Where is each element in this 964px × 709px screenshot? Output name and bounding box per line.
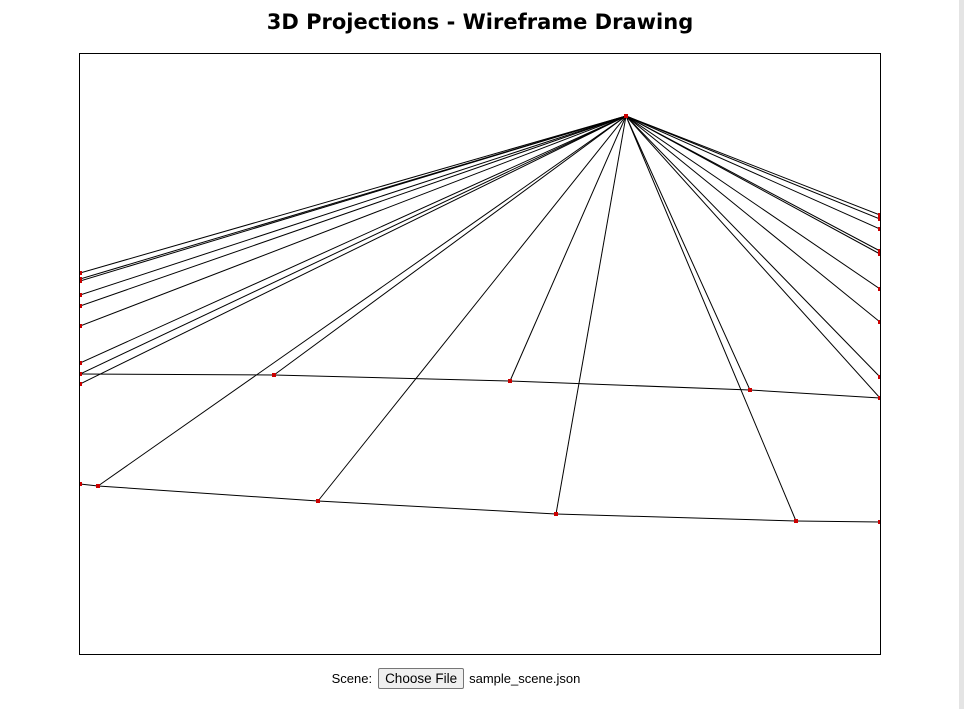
wireframe-vertex bbox=[878, 320, 880, 324]
wireframe-vertex bbox=[624, 114, 628, 118]
wireframe-vertex bbox=[878, 520, 880, 524]
wireframe-edge bbox=[80, 483, 99, 487]
wireframe-edge bbox=[625, 115, 880, 378]
wireframe-canvas bbox=[79, 53, 881, 655]
wireframe-edge bbox=[625, 115, 880, 216]
wireframe-vertex bbox=[878, 252, 880, 256]
wireframe-vertex bbox=[96, 484, 100, 488]
wireframe-edge bbox=[80, 115, 627, 307]
wireframe-edge bbox=[625, 115, 880, 323]
wireframe-vertex bbox=[878, 396, 880, 400]
wireframe-vertex bbox=[80, 271, 82, 275]
wireframe-vertex bbox=[878, 375, 880, 379]
wireframe-vertex bbox=[316, 499, 320, 503]
scene-controls: Scene: Choose File sample_scene.json bbox=[0, 666, 912, 690]
wireframe-vertex bbox=[508, 379, 512, 383]
wireframe-edge bbox=[625, 115, 797, 522]
wireframe-vertex bbox=[554, 512, 558, 516]
wireframe-vertex bbox=[80, 482, 82, 486]
wireframe-edge bbox=[625, 115, 880, 220]
wireframe-edge bbox=[97, 485, 319, 502]
wireframe-edge bbox=[80, 115, 627, 385]
wireframe-vertex bbox=[878, 217, 880, 221]
scene-label: Scene: bbox=[331, 670, 373, 686]
wireframe-vertex bbox=[80, 324, 82, 328]
wireframe-edge bbox=[795, 520, 880, 523]
wireframe-edge bbox=[509, 115, 627, 382]
wireframe-vertex bbox=[878, 227, 880, 231]
wireframe-vertex bbox=[80, 361, 82, 365]
wireframe-edge bbox=[749, 389, 880, 399]
vertical-scrollbar[interactable] bbox=[959, 0, 964, 709]
wireframe-vertex bbox=[878, 213, 880, 217]
wireframe-vertex bbox=[878, 287, 880, 291]
wireframe-vertex bbox=[80, 279, 82, 283]
wireframe-vertex bbox=[80, 304, 82, 308]
wireframe-edge bbox=[97, 115, 627, 487]
wireframe-edge bbox=[273, 115, 627, 376]
wireframe-edge bbox=[625, 115, 880, 230]
wireframe-vertex bbox=[80, 372, 82, 376]
wireframe-edge bbox=[625, 115, 880, 290]
wireframe-edge bbox=[80, 115, 627, 327]
wireframe-edge bbox=[625, 115, 751, 391]
wireframe-vertex bbox=[80, 293, 82, 297]
wireframe-edge bbox=[317, 115, 627, 502]
wireframe-edge bbox=[317, 500, 557, 515]
wireframe-edge bbox=[273, 374, 511, 382]
wireframe-drawing bbox=[80, 114, 880, 524]
wireframe-edge bbox=[80, 115, 627, 364]
page-title: 3D Projections - Wireframe Drawing bbox=[266, 10, 694, 34]
wireframe-vertex bbox=[794, 519, 798, 523]
wireframe-vertex bbox=[272, 373, 276, 377]
wireframe-edge bbox=[625, 115, 880, 255]
wireframe-vertex bbox=[80, 382, 82, 386]
wireframe-edge bbox=[509, 380, 751, 391]
wireframe-edge bbox=[625, 115, 880, 399]
wireframe-edge bbox=[555, 115, 627, 515]
wireframe-edge bbox=[555, 513, 797, 522]
wireframe-edge bbox=[80, 115, 627, 274]
wireframe-edge bbox=[80, 115, 627, 296]
wireframe-edge bbox=[80, 115, 627, 282]
selected-file-name: sample_scene.json bbox=[469, 670, 581, 686]
wireframe-edge bbox=[80, 373, 275, 376]
wireframe-vertex bbox=[748, 388, 752, 392]
choose-file-button[interactable]: Choose File bbox=[378, 667, 465, 689]
wireframe-vertex bbox=[878, 249, 880, 253]
wireframe-edge bbox=[80, 115, 627, 375]
